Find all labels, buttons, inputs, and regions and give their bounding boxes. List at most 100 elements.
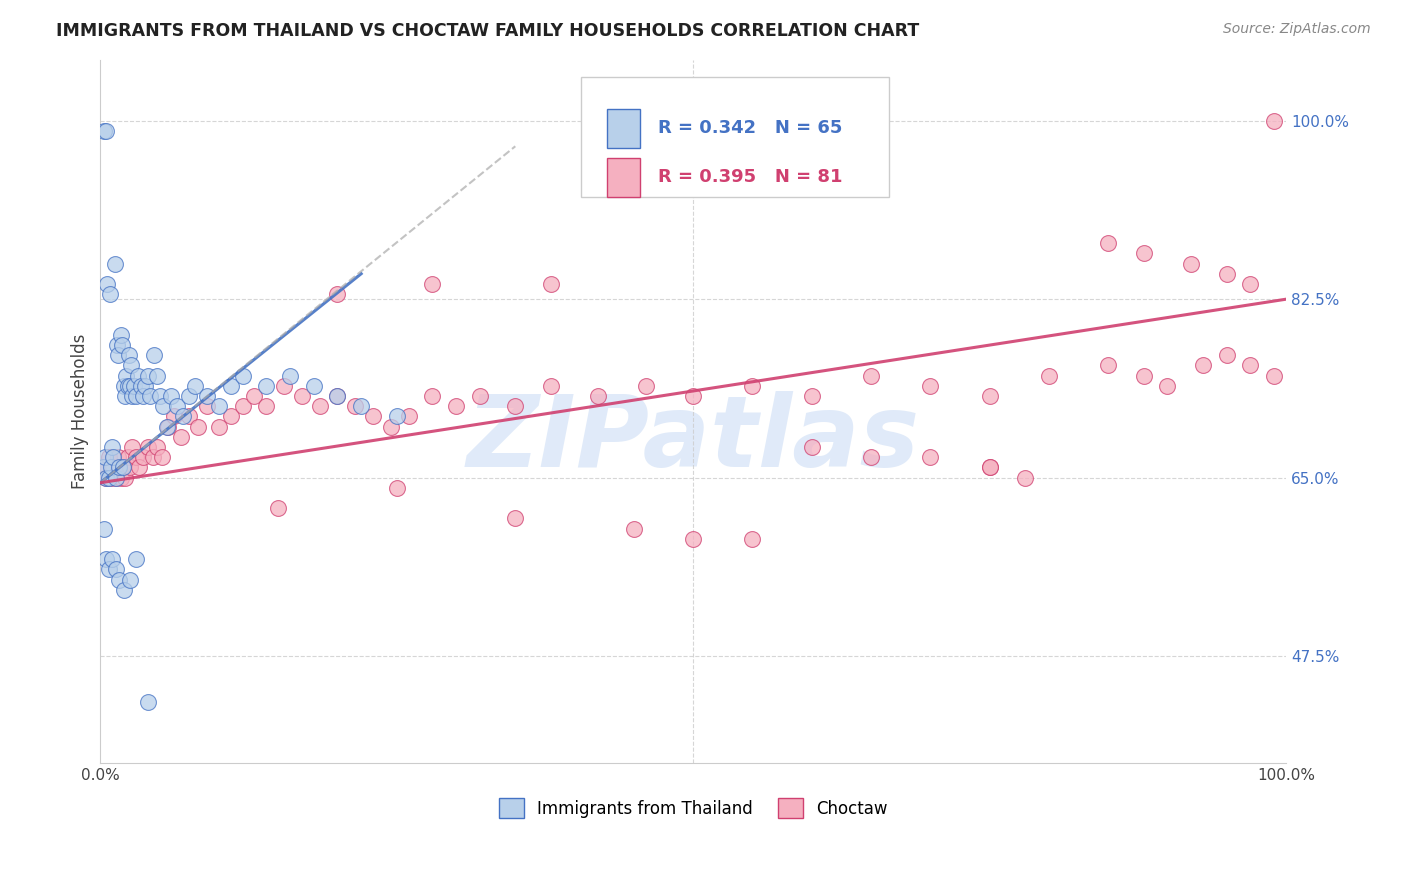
Point [380, 419, 402, 434]
Point [125, 450, 148, 465]
Point [146, 368, 169, 383]
Point [920, 379, 942, 393]
Point [97, 470, 120, 484]
Point [682, 532, 704, 546]
Point [111, 460, 134, 475]
Point [302, 379, 325, 393]
Text: R = 0.395   N = 81: R = 0.395 N = 81 [658, 169, 842, 186]
Point [149, 389, 172, 403]
Point [118, 460, 141, 475]
Point [97, 450, 120, 465]
Point [94, 450, 117, 465]
Point [1097, 236, 1119, 251]
Point [93, 522, 115, 536]
Point [139, 389, 162, 403]
Text: ZIPatlas: ZIPatlas [467, 391, 920, 488]
Point [101, 552, 124, 566]
Point [859, 450, 882, 465]
Point [1156, 379, 1178, 393]
Point [100, 470, 122, 484]
Point [291, 389, 314, 403]
Point [163, 409, 186, 424]
Point [107, 450, 129, 465]
Point [326, 389, 349, 403]
Point [1263, 113, 1285, 128]
Legend: Immigrants from Thailand, Choctaw: Immigrants from Thailand, Choctaw [492, 791, 894, 825]
Point [93, 460, 115, 475]
Point [128, 460, 150, 475]
Point [505, 399, 527, 413]
Point [96, 470, 118, 484]
Point [110, 470, 132, 484]
Point [96, 470, 118, 484]
Point [920, 450, 942, 465]
Point [96, 277, 118, 291]
Point [108, 573, 131, 587]
Point [100, 460, 122, 475]
Point [741, 532, 763, 546]
Point [97, 562, 120, 576]
Point [142, 348, 165, 362]
Point [219, 409, 242, 424]
Point [326, 287, 349, 301]
Point [1014, 470, 1036, 484]
Point [468, 389, 491, 403]
Point [682, 389, 704, 403]
Text: R = 0.342   N = 65: R = 0.342 N = 65 [658, 120, 842, 137]
Point [107, 348, 129, 362]
Point [254, 379, 277, 393]
Point [136, 368, 159, 383]
Point [1097, 359, 1119, 373]
Point [243, 389, 266, 403]
Point [91, 460, 114, 475]
Point [110, 327, 132, 342]
Point [104, 470, 127, 484]
Point [117, 379, 139, 393]
Point [1132, 246, 1154, 260]
Point [172, 409, 194, 424]
Point [118, 573, 141, 587]
Point [121, 440, 143, 454]
Point [1239, 277, 1261, 291]
Point [111, 338, 134, 352]
Point [136, 440, 159, 454]
Point [179, 389, 201, 403]
Point [444, 399, 467, 413]
FancyBboxPatch shape [581, 78, 889, 197]
Point [104, 562, 127, 576]
Point [101, 440, 124, 454]
Point [114, 389, 136, 403]
FancyBboxPatch shape [606, 158, 640, 197]
Point [1263, 368, 1285, 383]
Point [588, 389, 610, 403]
Point [132, 389, 155, 403]
Point [420, 389, 443, 403]
Point [146, 440, 169, 454]
Point [103, 460, 125, 475]
Point [350, 399, 373, 413]
Point [1132, 368, 1154, 383]
Point [979, 460, 1001, 475]
Point [150, 450, 173, 465]
Point [129, 379, 152, 393]
Point [420, 277, 443, 291]
Point [859, 368, 882, 383]
Point [979, 389, 1001, 403]
Point [156, 419, 179, 434]
Point [105, 338, 128, 352]
Point [1215, 348, 1237, 362]
Point [125, 552, 148, 566]
Point [93, 124, 115, 138]
Point [398, 409, 420, 424]
Point [741, 379, 763, 393]
Point [179, 409, 201, 424]
Point [232, 399, 254, 413]
Point [184, 379, 207, 393]
Point [108, 460, 131, 475]
Point [187, 419, 209, 434]
Point [1215, 267, 1237, 281]
Point [170, 430, 193, 444]
Point [1239, 359, 1261, 373]
Point [219, 379, 242, 393]
Point [156, 419, 179, 434]
